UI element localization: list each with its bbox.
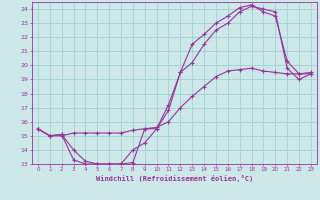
X-axis label: Windchill (Refroidissement éolien,°C): Windchill (Refroidissement éolien,°C) xyxy=(96,175,253,182)
